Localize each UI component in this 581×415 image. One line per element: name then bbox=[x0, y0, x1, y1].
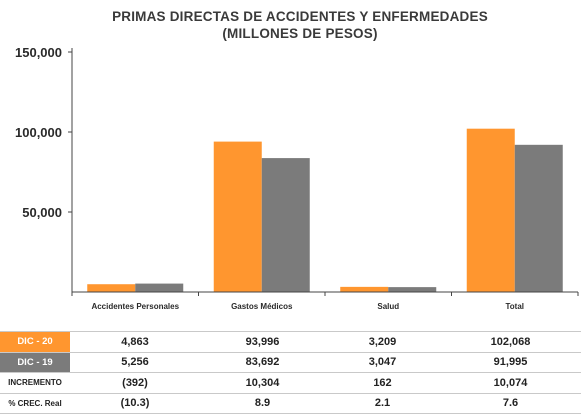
bar-dic-19 bbox=[135, 283, 184, 292]
chart-title: PRIMAS DIRECTAS DE ACCIDENTES Y ENFERMED… bbox=[112, 9, 488, 24]
cell-value: 8.9 bbox=[200, 393, 325, 414]
row-label-dic-19: DIC - 19 bbox=[0, 352, 70, 373]
cell-value: 2.1 bbox=[325, 393, 440, 414]
cell-value: 10,304 bbox=[200, 372, 325, 394]
chart-subtitle: (MILLONES DE PESOS) bbox=[222, 26, 378, 41]
x-tick-label: Total bbox=[505, 302, 524, 311]
cell-value: 4,863 bbox=[70, 331, 200, 353]
bar-dic-19 bbox=[261, 158, 310, 292]
bar-dic-20 bbox=[466, 128, 515, 292]
x-tick-label: Accidentes Personales bbox=[91, 302, 179, 311]
y-tick-label: 50,000 bbox=[22, 205, 62, 220]
bar-dic-19 bbox=[388, 287, 437, 292]
bar-dic-19 bbox=[514, 144, 563, 292]
row-label-crec-real: % CREC. Real bbox=[0, 393, 70, 414]
cell-value: (392) bbox=[70, 372, 200, 394]
chart-title-block: PRIMAS DIRECTAS DE ACCIDENTES Y ENFERMED… bbox=[90, 8, 510, 42]
bar-dic-20 bbox=[340, 286, 389, 292]
row-label-dic-20: DIC - 20 bbox=[0, 331, 70, 353]
x-tick-label: Gastos Médicos bbox=[231, 302, 293, 311]
table-row-dic-19: DIC - 19 5,256 83,692 3,047 91,995 bbox=[0, 352, 581, 373]
cell-value: 91,995 bbox=[440, 352, 581, 373]
x-tick-label: Salud bbox=[377, 302, 399, 311]
table-row-crec-real: % CREC. Real (10.3) 8.9 2.1 7.6 bbox=[0, 393, 581, 414]
cell-value: (10.3) bbox=[70, 393, 200, 414]
cell-value: 10,074 bbox=[440, 372, 581, 394]
y-tick-label: 150,000 bbox=[15, 45, 62, 60]
y-tick-label: 100,000 bbox=[15, 125, 62, 140]
bar-dic-20 bbox=[87, 284, 136, 292]
cell-value: 162 bbox=[325, 372, 440, 394]
cell-value: 3,209 bbox=[325, 331, 440, 353]
row-label-incremento: INCREMENTO bbox=[0, 372, 70, 394]
cell-value: 5,256 bbox=[70, 352, 200, 373]
bar-chart: 50,000 100,000 150,000 Accidentes Personale… bbox=[15, 45, 579, 311]
cell-value: 93,996 bbox=[200, 331, 325, 353]
cell-value: 3,047 bbox=[325, 352, 440, 373]
cell-value: 7.6 bbox=[440, 393, 581, 414]
cell-value: 102,068 bbox=[440, 331, 581, 353]
table-row-incremento: INCREMENTO (392) 10,304 162 10,074 bbox=[0, 372, 581, 394]
table-row-dic-20: DIC - 20 4,863 93,996 3,209 102,068 bbox=[0, 331, 581, 353]
bar-dic-20 bbox=[213, 141, 262, 292]
data-table: DIC - 20 4,863 93,996 3,209 102,068 DIC … bbox=[0, 331, 581, 414]
cell-value: 83,692 bbox=[200, 352, 325, 373]
